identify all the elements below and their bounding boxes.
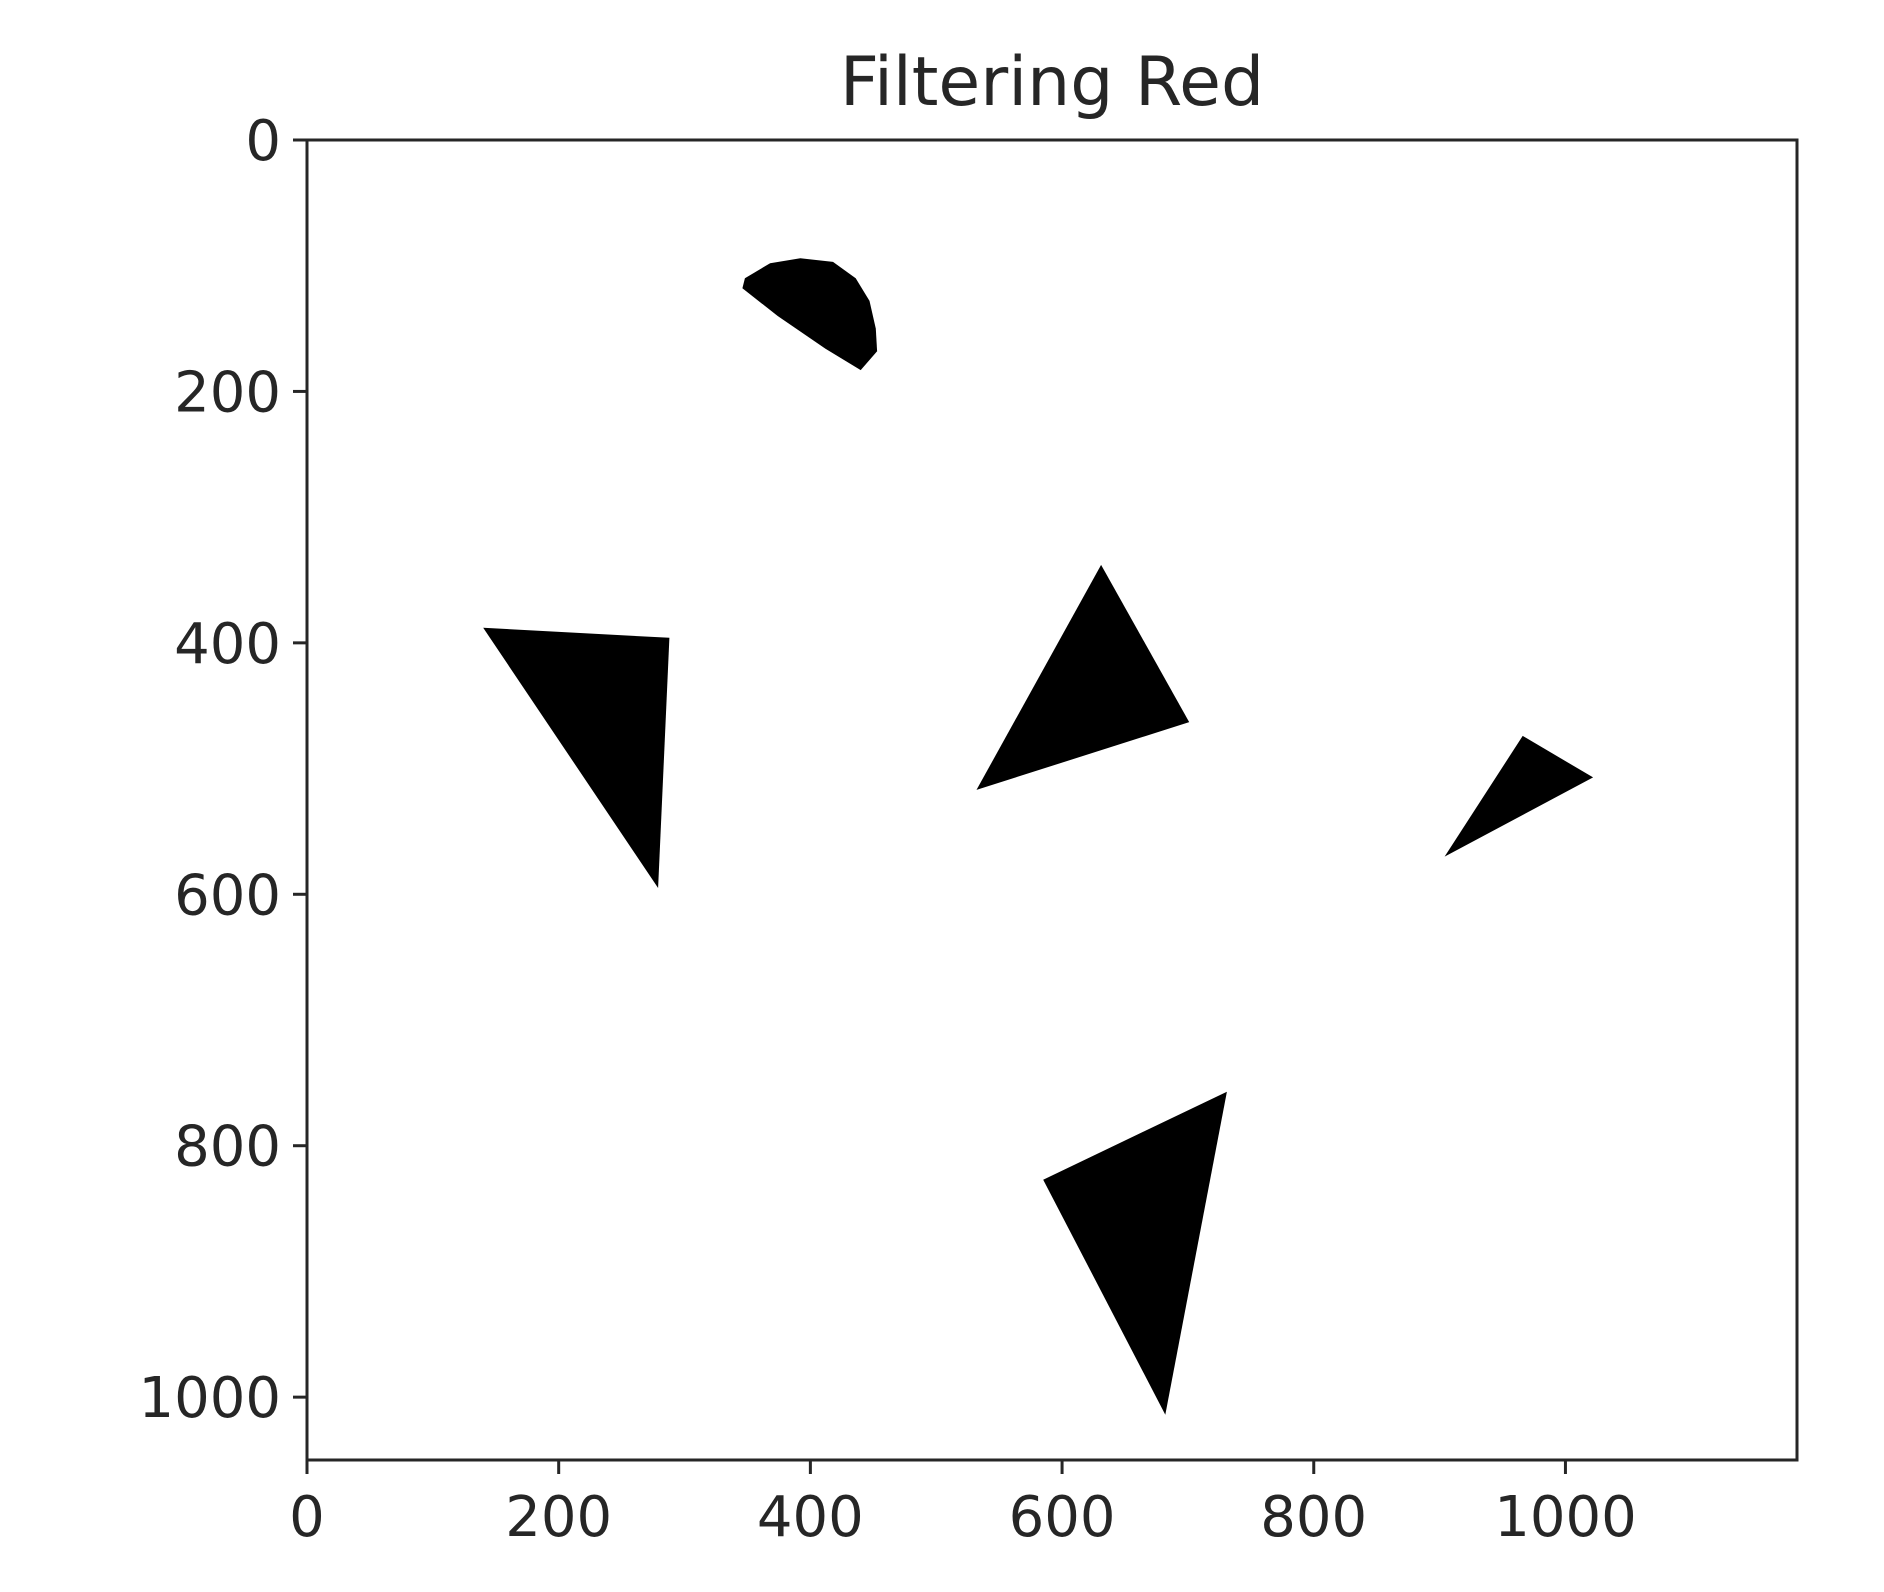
x-tick-label: 1000 [1494,1485,1637,1550]
x-tick-label: 400 [757,1485,864,1550]
chart-title: Filtering Red [840,43,1264,122]
y-tick-label: 800 [174,1115,281,1180]
x-tick-label: 600 [1009,1485,1116,1550]
x-tick-label: 0 [289,1485,325,1550]
y-tick-label: 200 [174,360,281,425]
y-tick-label: 600 [174,863,281,928]
y-tick-label: 0 [245,109,281,174]
blob-shape-1 [742,258,878,371]
triangle-shape-3 [976,564,1190,790]
triangle-shape-4 [1444,735,1594,857]
axes-frame [305,138,1799,1462]
x-axis: 0 200 400 600 800 1000 [289,1460,1637,1550]
triangle-shape-5 [1043,1091,1227,1415]
x-tick-label: 800 [1260,1485,1367,1550]
plot-area [307,140,1797,1460]
y-tick-label: 1000 [138,1366,281,1431]
plot-background [307,140,1797,1460]
shape-layer [483,258,1594,1415]
y-tick-label: 400 [174,612,281,677]
axes-spines [305,138,1799,1462]
x-tick-label: 200 [505,1485,612,1550]
triangle-shape-2 [483,627,670,888]
y-axis: 0 200 400 600 800 1000 [138,109,307,1431]
